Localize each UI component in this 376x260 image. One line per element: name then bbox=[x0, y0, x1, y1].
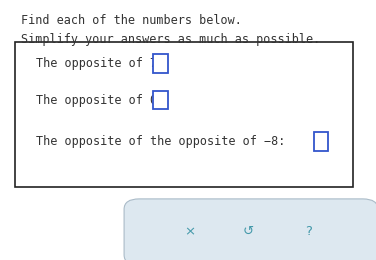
Text: ?: ? bbox=[305, 225, 312, 238]
Text: Find each of the numbers below.: Find each of the numbers below. bbox=[21, 14, 241, 27]
Text: The opposite of the opposite of −8:: The opposite of the opposite of −8: bbox=[36, 135, 292, 148]
FancyBboxPatch shape bbox=[153, 91, 167, 109]
Text: ↺: ↺ bbox=[243, 225, 254, 238]
Text: ×: × bbox=[184, 225, 196, 238]
Text: The opposite of 7:: The opposite of 7: bbox=[36, 57, 171, 70]
FancyBboxPatch shape bbox=[15, 42, 353, 187]
FancyBboxPatch shape bbox=[124, 199, 376, 260]
FancyBboxPatch shape bbox=[153, 54, 167, 73]
Text: The opposite of 0:: The opposite of 0: bbox=[36, 94, 171, 107]
Text: Simplify your answers as much as possible.: Simplify your answers as much as possibl… bbox=[21, 32, 320, 46]
FancyBboxPatch shape bbox=[314, 132, 328, 151]
